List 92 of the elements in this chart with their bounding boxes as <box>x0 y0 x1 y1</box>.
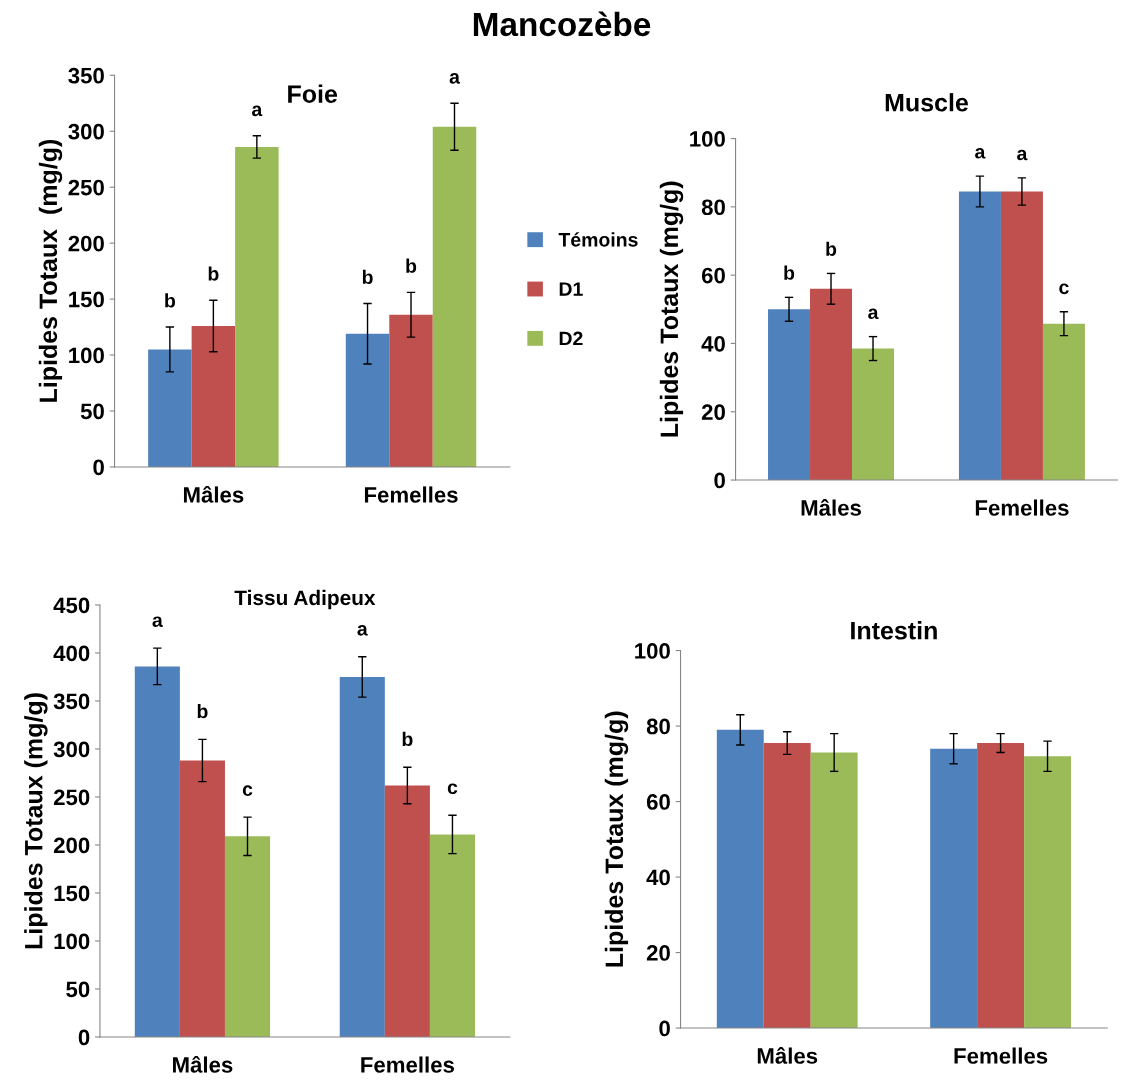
y-tick-label: 0 <box>78 1029 90 1046</box>
bar <box>977 743 1025 1029</box>
y-tick-label: 350 <box>68 67 104 84</box>
y-tick-label: 100 <box>690 131 725 147</box>
chart-title: Intestin <box>851 621 937 640</box>
y-tick-label: 100 <box>69 347 104 364</box>
legend-label: D2 <box>559 331 583 346</box>
y-axis-title: Lipides Totaux (mg/g) <box>604 711 629 967</box>
bar <box>384 785 430 1037</box>
data-label: b <box>362 269 373 285</box>
bar <box>345 333 390 467</box>
y-tick-label: 450 <box>53 597 90 614</box>
bar <box>179 760 225 1037</box>
bar <box>389 314 433 467</box>
bar <box>432 126 477 467</box>
y-tick-label: 60 <box>701 267 725 284</box>
y-axis-title: Lipides Totaux (mg/g) <box>659 181 684 437</box>
bar <box>1024 756 1072 1029</box>
bar <box>224 836 271 1037</box>
y-tick-label: 250 <box>68 179 104 196</box>
y-tick-label: 50 <box>80 403 104 420</box>
y-tick-label: 250 <box>53 789 90 806</box>
data-label: b <box>208 266 219 281</box>
y-tick-label: 400 <box>53 645 90 662</box>
y-tick-label: 0 <box>93 459 104 476</box>
x-tick-label: Mâles <box>173 1055 233 1073</box>
data-label: b <box>826 241 837 256</box>
y-tick-label: 0 <box>714 472 725 489</box>
y-tick-label: 150 <box>54 885 90 902</box>
bar <box>958 191 1001 481</box>
x-tick-label: Mâles <box>183 485 244 503</box>
y-tick-label: 300 <box>53 741 90 758</box>
x-tick-label: Femelles <box>361 1056 455 1073</box>
x-tick-label: Femelles <box>364 486 458 503</box>
legend-label: D1 <box>559 282 583 296</box>
chart-title: Muscle <box>885 93 968 112</box>
data-label: b <box>165 293 176 308</box>
x-tick-label: Femelles <box>954 1047 1048 1064</box>
bar <box>768 309 811 481</box>
chart-title: Foie <box>288 84 338 103</box>
chart-title: Tissu Adipeux <box>234 589 376 610</box>
data-label: c <box>1059 283 1069 295</box>
y-tick-label: 0 <box>659 1020 670 1037</box>
bar <box>852 348 895 481</box>
data-label: c <box>242 785 253 797</box>
y-tick-label: 20 <box>646 945 670 961</box>
data-label: a <box>252 105 263 117</box>
y-tick-label: 300 <box>68 123 104 140</box>
bar <box>1042 323 1085 481</box>
x-tick-label: Femelles <box>975 499 1069 516</box>
data-label: a <box>449 73 461 84</box>
bar <box>1000 191 1043 481</box>
bar <box>810 752 858 1029</box>
bar <box>930 748 978 1029</box>
y-tick-label: 100 <box>54 933 90 950</box>
data-label: b <box>784 265 795 280</box>
bar <box>235 146 279 467</box>
data-label: a <box>868 308 879 320</box>
y-tick-label: 50 <box>66 981 90 998</box>
data-label: b <box>197 703 208 719</box>
bar <box>339 676 385 1037</box>
bar <box>716 729 764 1029</box>
y-axis-title: Lipides Totaux (mg/g) <box>38 139 63 402</box>
data-label: b <box>402 731 413 747</box>
y-tick-label: 200 <box>68 235 104 252</box>
legend-label: Témoins <box>558 232 638 247</box>
y-tick-label: 100 <box>635 643 670 659</box>
bar <box>810 288 853 481</box>
data-label: a <box>975 147 986 159</box>
data-label: b <box>406 258 417 273</box>
y-tick-label: 20 <box>701 404 725 421</box>
data-label: a <box>152 616 163 628</box>
data-label: a <box>357 625 368 636</box>
bar <box>134 666 180 1037</box>
x-tick-label: Mâles <box>801 499 861 516</box>
bar <box>148 349 192 467</box>
y-tick-label: 80 <box>646 718 670 735</box>
data-label: c <box>447 783 458 795</box>
y-tick-label: 40 <box>701 335 725 352</box>
y-axis-title: Lipides Totaux (mg/g) <box>24 693 48 949</box>
y-tick-label: 200 <box>53 837 90 854</box>
text: Mancozèbe <box>473 11 651 37</box>
y-tick-label: 150 <box>69 291 104 308</box>
data-label: a <box>1017 149 1028 161</box>
y-tick-label: 350 <box>53 693 90 710</box>
bar <box>763 743 811 1029</box>
bar <box>429 834 475 1037</box>
y-tick-label: 40 <box>646 869 670 886</box>
y-tick-label: 60 <box>646 794 670 810</box>
x-tick-label: Mâles <box>757 1047 818 1064</box>
y-tick-label: 80 <box>701 199 725 216</box>
bar <box>191 325 236 467</box>
